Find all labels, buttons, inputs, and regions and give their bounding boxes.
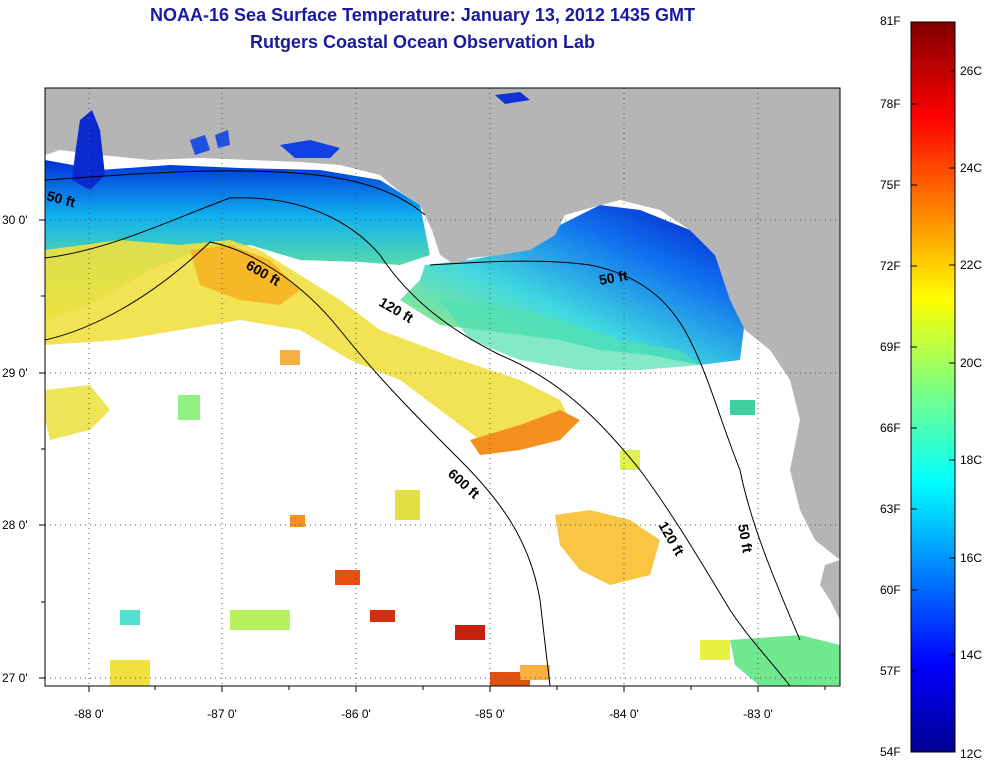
land-southeast-coast xyxy=(820,560,840,620)
map-plot-area: 50 ft 600 ft 120 ft 50 ft 600 ft 120 ft … xyxy=(45,88,840,686)
lon-label-83: -83 0' xyxy=(743,707,773,721)
sst-west-scatter xyxy=(45,385,110,440)
land-mass xyxy=(45,88,840,560)
cb-f-69: 69F xyxy=(880,340,901,354)
map-title: NOAA-16 Sea Surface Temperature: January… xyxy=(150,5,695,25)
cb-f-63: 63F xyxy=(880,502,901,516)
sst-south-orange xyxy=(555,510,660,585)
colorbar-ticks xyxy=(911,70,955,672)
contour-120ft xyxy=(45,197,791,686)
cb-c-12: 12C xyxy=(960,747,983,761)
contour-50ft-bigbend xyxy=(429,260,801,641)
cb-f-60: 60F xyxy=(880,583,901,597)
cb-f-81: 81F xyxy=(880,14,901,28)
lon-label-84: -84 0' xyxy=(609,707,639,721)
sst-panhandle-nearshore xyxy=(45,160,430,320)
bay-lake xyxy=(495,92,530,104)
label-50ft-west: 50 ft xyxy=(45,187,77,210)
cb-f-57: 57F xyxy=(880,664,901,678)
cb-f-75: 75F xyxy=(880,178,901,192)
label-50ft-south: 50 ft xyxy=(735,523,756,554)
map-subtitle: Rutgers Coastal Ocean Observation Lab xyxy=(249,32,596,52)
sst-orange-core xyxy=(190,245,300,305)
sst-orange-band xyxy=(470,410,580,455)
lat-label-30: 30 0' xyxy=(2,213,28,227)
map-frame xyxy=(44,87,841,687)
sst-greenblue-mid xyxy=(440,300,700,370)
lon-label-88: -88 0' xyxy=(74,707,104,721)
colorbar xyxy=(910,21,956,753)
axis-ticks xyxy=(39,219,826,692)
lon-axis-labels: -88 0' -87 0' -86 0' -85 0' -84 0' -83 0… xyxy=(74,707,773,721)
cb-f-66: 66F xyxy=(880,421,901,435)
lat-label-29: 29 0' xyxy=(2,366,28,380)
cb-c-26: 26C xyxy=(960,64,983,78)
cb-c-18: 18C xyxy=(960,453,983,467)
lat-label-28: 28 0' xyxy=(2,518,28,532)
cb-c-24: 24C xyxy=(960,161,983,175)
lat-label-27: 27 0' xyxy=(2,671,28,685)
cb-f-78: 78F xyxy=(880,97,901,111)
bay-small-1 xyxy=(190,135,210,155)
contour-50ft-west xyxy=(45,170,426,216)
cb-c-16: 16C xyxy=(960,551,983,565)
sst-scatter-patches xyxy=(110,350,755,686)
bay-mid xyxy=(280,140,340,158)
cb-c-22: 22C xyxy=(960,258,983,272)
cb-f-54: 54F xyxy=(880,745,901,759)
sst-warm-yellow xyxy=(45,240,570,440)
lon-label-87: -87 0' xyxy=(207,707,237,721)
contour-600ft xyxy=(45,241,551,686)
bay-west xyxy=(72,110,105,190)
label-50ft-bigbend: 50 ft xyxy=(598,267,629,288)
depth-contours xyxy=(45,170,801,686)
lon-label-86: -86 0' xyxy=(341,707,371,721)
cb-c-14: 14C xyxy=(960,648,983,662)
cb-f-72: 72F xyxy=(880,259,901,273)
lat-axis-labels: 30 0' 29 0' 28 0' 27 0' xyxy=(2,213,28,685)
cb-c-20: 20C xyxy=(960,356,983,370)
lon-label-85: -85 0' xyxy=(475,707,505,721)
